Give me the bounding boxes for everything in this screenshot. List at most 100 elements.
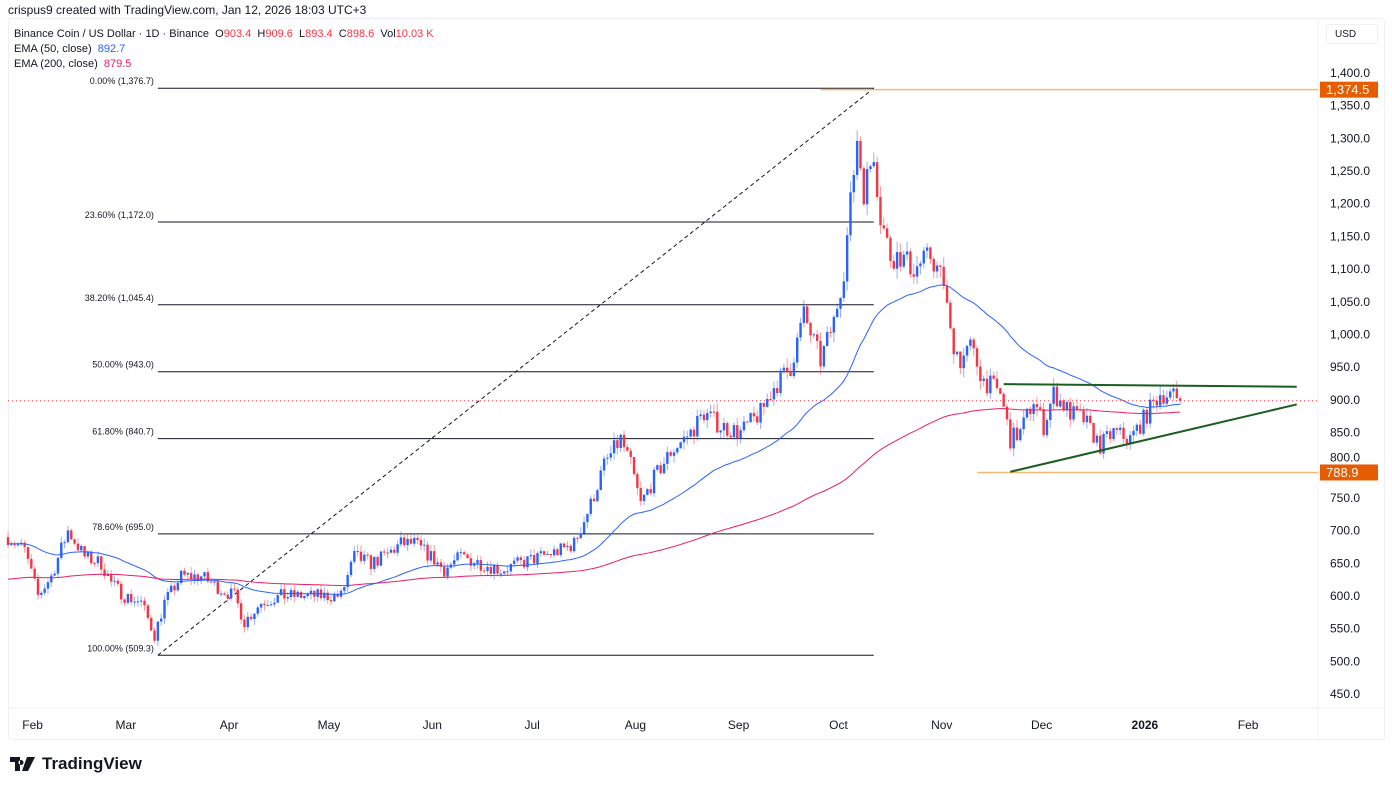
candle-up [672,452,676,456]
candle-down [712,411,716,413]
candle-up [539,551,542,554]
candle-down [985,378,989,394]
legend-ema200-row[interactable]: EMA (200, close) 879.5 [14,57,434,72]
candle-up [965,345,969,356]
candle-up [133,601,136,603]
candle-up [772,388,776,400]
y-tick-label: 900.0 [1330,393,1360,407]
x-tick-label: Jul [524,718,539,732]
candle-up [872,162,875,167]
candle-down [952,328,955,355]
candle-up [176,583,180,591]
candle-down [1005,406,1009,420]
y-tick-label: 1,400.0 [1330,66,1370,80]
candle-down [875,162,879,197]
candle-up [589,498,592,514]
candle-up [399,537,403,545]
candle-up [559,543,562,556]
candle-up [922,250,925,264]
candle-down [945,286,949,303]
candle-down [196,574,200,581]
candle-down [496,565,499,574]
candle-up [572,537,576,552]
candle-up [835,308,839,317]
candle-up [845,235,849,282]
candle-down [629,450,632,457]
candle-up [273,602,276,605]
candle-up [166,592,170,600]
candle-down [942,266,945,287]
candle-up [349,561,353,576]
candle-up [193,574,196,580]
candle-up [989,375,992,394]
x-tick-label: Oct [829,718,848,732]
candle-down [326,592,329,600]
candle-up [306,593,309,597]
candle-up [499,573,503,575]
logo-text: TradingView [42,754,142,773]
x-tick-label: Sep [728,718,750,732]
candle-down [103,569,106,576]
candle-up [140,600,143,602]
candle-up [1012,427,1015,449]
candle-up [526,556,529,568]
x-tick-label: Nov [931,718,952,732]
candle-down [100,556,103,570]
candle-up [602,458,606,471]
currency-button[interactable]: USD [1326,24,1378,44]
candle-up [699,414,702,416]
fib-level-label: 38.20% (1,045.4) [85,293,154,303]
candle-up [842,281,846,298]
candle-down [569,545,572,552]
candle-up [606,457,609,459]
candle-down [299,591,303,599]
candle-down [263,603,266,606]
candle-up [516,557,519,561]
fib-level-label: 0.00% (1,376.7) [90,76,154,86]
candle-down [1042,409,1045,436]
close-label: C [338,28,347,40]
candle-down [636,474,639,489]
candle-up [869,166,872,170]
candle-up [935,265,939,272]
close-value: 898.6 [346,28,375,40]
candle-down [899,252,902,267]
candle-down [479,560,483,571]
candle-down [223,593,226,595]
candle-up [676,448,679,453]
candle-down [769,398,772,400]
x-tick-label: Mar [116,718,137,732]
candle-down [433,551,436,565]
candle-down [736,425,739,439]
symbol-name[interactable]: Binance Coin / US Dollar · 1D · Binance [14,28,210,40]
candle-down [746,421,749,423]
candle-down [549,553,552,556]
candle-down [143,600,146,606]
candle-up [779,370,782,394]
x-tick-label: Apr [220,718,239,732]
candle-up [599,470,602,491]
candle-up [353,551,356,562]
candle-down [1152,399,1155,401]
candle-down [1062,400,1065,411]
candle-down [1075,406,1079,410]
y-tick-label: 1,200.0 [1330,197,1370,211]
candle-down [1162,395,1165,404]
x-tick-label: Jun [423,718,442,732]
candle-up [749,413,752,423]
candle-down [616,440,619,448]
candle-down [862,168,866,205]
legend-ema50-row[interactable]: EMA (50, close) 892.7 [14,42,434,57]
candle-up [782,367,786,371]
candle-down [153,630,156,641]
fib-level-label: 23.60% (1,172.0) [85,210,154,220]
open-value: 903.4 [223,28,252,40]
candle-up [812,334,816,336]
tradingview-logo[interactable]: TradingView [10,754,142,774]
candle-up [509,563,513,572]
candle-down [909,251,912,275]
candle-down [809,322,812,336]
candle-up [662,463,666,474]
candle-up [459,552,463,554]
